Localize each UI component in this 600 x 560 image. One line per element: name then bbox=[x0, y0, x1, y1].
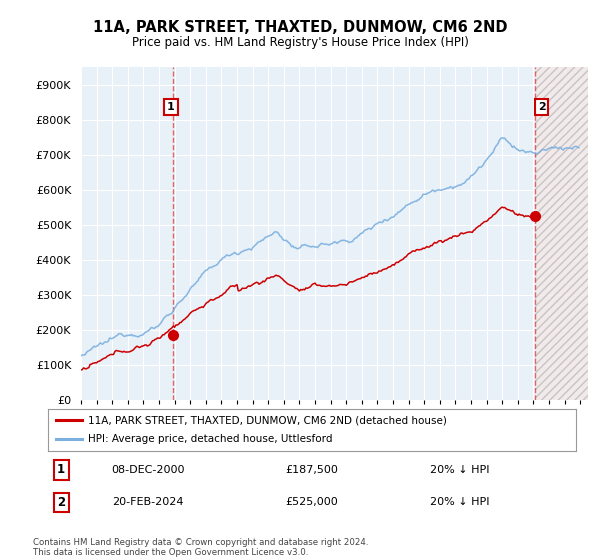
Text: 08-DEC-2000: 08-DEC-2000 bbox=[112, 465, 185, 475]
Text: HPI: Average price, detached house, Uttlesford: HPI: Average price, detached house, Uttl… bbox=[88, 435, 332, 445]
Text: 2025: 2025 bbox=[539, 426, 560, 435]
Text: 1: 1 bbox=[167, 102, 175, 112]
Text: 2012: 2012 bbox=[336, 442, 357, 451]
Text: 2002: 2002 bbox=[180, 442, 201, 451]
Text: 2006: 2006 bbox=[242, 442, 263, 451]
Text: 1: 1 bbox=[57, 463, 65, 477]
Text: 1995: 1995 bbox=[71, 426, 92, 435]
Text: 11A, PARK STREET, THAXTED, DUNMOW, CM6 2ND: 11A, PARK STREET, THAXTED, DUNMOW, CM6 2… bbox=[93, 20, 507, 35]
Text: 11A, PARK STREET, THAXTED, DUNMOW, CM6 2ND (detached house): 11A, PARK STREET, THAXTED, DUNMOW, CM6 2… bbox=[88, 415, 446, 425]
Text: 2020: 2020 bbox=[461, 442, 482, 451]
Text: 2007: 2007 bbox=[257, 426, 279, 435]
Text: 1996: 1996 bbox=[86, 442, 107, 451]
Text: 2021: 2021 bbox=[476, 426, 497, 435]
Text: 2001: 2001 bbox=[164, 426, 185, 435]
Text: 2: 2 bbox=[57, 496, 65, 509]
Text: 20% ↓ HPI: 20% ↓ HPI bbox=[430, 497, 490, 507]
Text: 2005: 2005 bbox=[227, 426, 248, 435]
Text: 2026: 2026 bbox=[554, 442, 575, 451]
Text: 2000: 2000 bbox=[149, 442, 170, 451]
Bar bbox=[535, 67, 588, 400]
Text: £187,500: £187,500 bbox=[286, 465, 338, 475]
Text: 2017: 2017 bbox=[413, 426, 435, 435]
Bar bbox=[535, 67, 588, 400]
Text: 2024: 2024 bbox=[523, 442, 544, 451]
Text: 2010: 2010 bbox=[305, 442, 326, 451]
Text: 2019: 2019 bbox=[445, 426, 466, 435]
Text: 20-FEB-2024: 20-FEB-2024 bbox=[113, 497, 184, 507]
Text: 2015: 2015 bbox=[383, 426, 404, 435]
Text: 2013: 2013 bbox=[351, 426, 373, 435]
Text: 1998: 1998 bbox=[117, 442, 139, 451]
Text: 2016: 2016 bbox=[398, 442, 419, 451]
Text: 1997: 1997 bbox=[101, 426, 123, 435]
Text: 2003: 2003 bbox=[195, 426, 217, 435]
Text: 1999: 1999 bbox=[133, 426, 154, 435]
Text: 2004: 2004 bbox=[211, 442, 232, 451]
Text: 2023: 2023 bbox=[507, 426, 529, 435]
Text: Contains HM Land Registry data © Crown copyright and database right 2024.
This d: Contains HM Land Registry data © Crown c… bbox=[33, 538, 368, 557]
Text: Price paid vs. HM Land Registry's House Price Index (HPI): Price paid vs. HM Land Registry's House … bbox=[131, 36, 469, 49]
Text: 2011: 2011 bbox=[320, 426, 341, 435]
Text: 2: 2 bbox=[538, 102, 545, 112]
Text: £525,000: £525,000 bbox=[286, 497, 338, 507]
Text: 20% ↓ HPI: 20% ↓ HPI bbox=[430, 465, 490, 475]
Text: 2018: 2018 bbox=[429, 442, 451, 451]
Text: 2008: 2008 bbox=[273, 442, 295, 451]
Text: 2009: 2009 bbox=[289, 426, 310, 435]
Text: 2022: 2022 bbox=[492, 442, 513, 451]
Text: 2014: 2014 bbox=[367, 442, 388, 451]
